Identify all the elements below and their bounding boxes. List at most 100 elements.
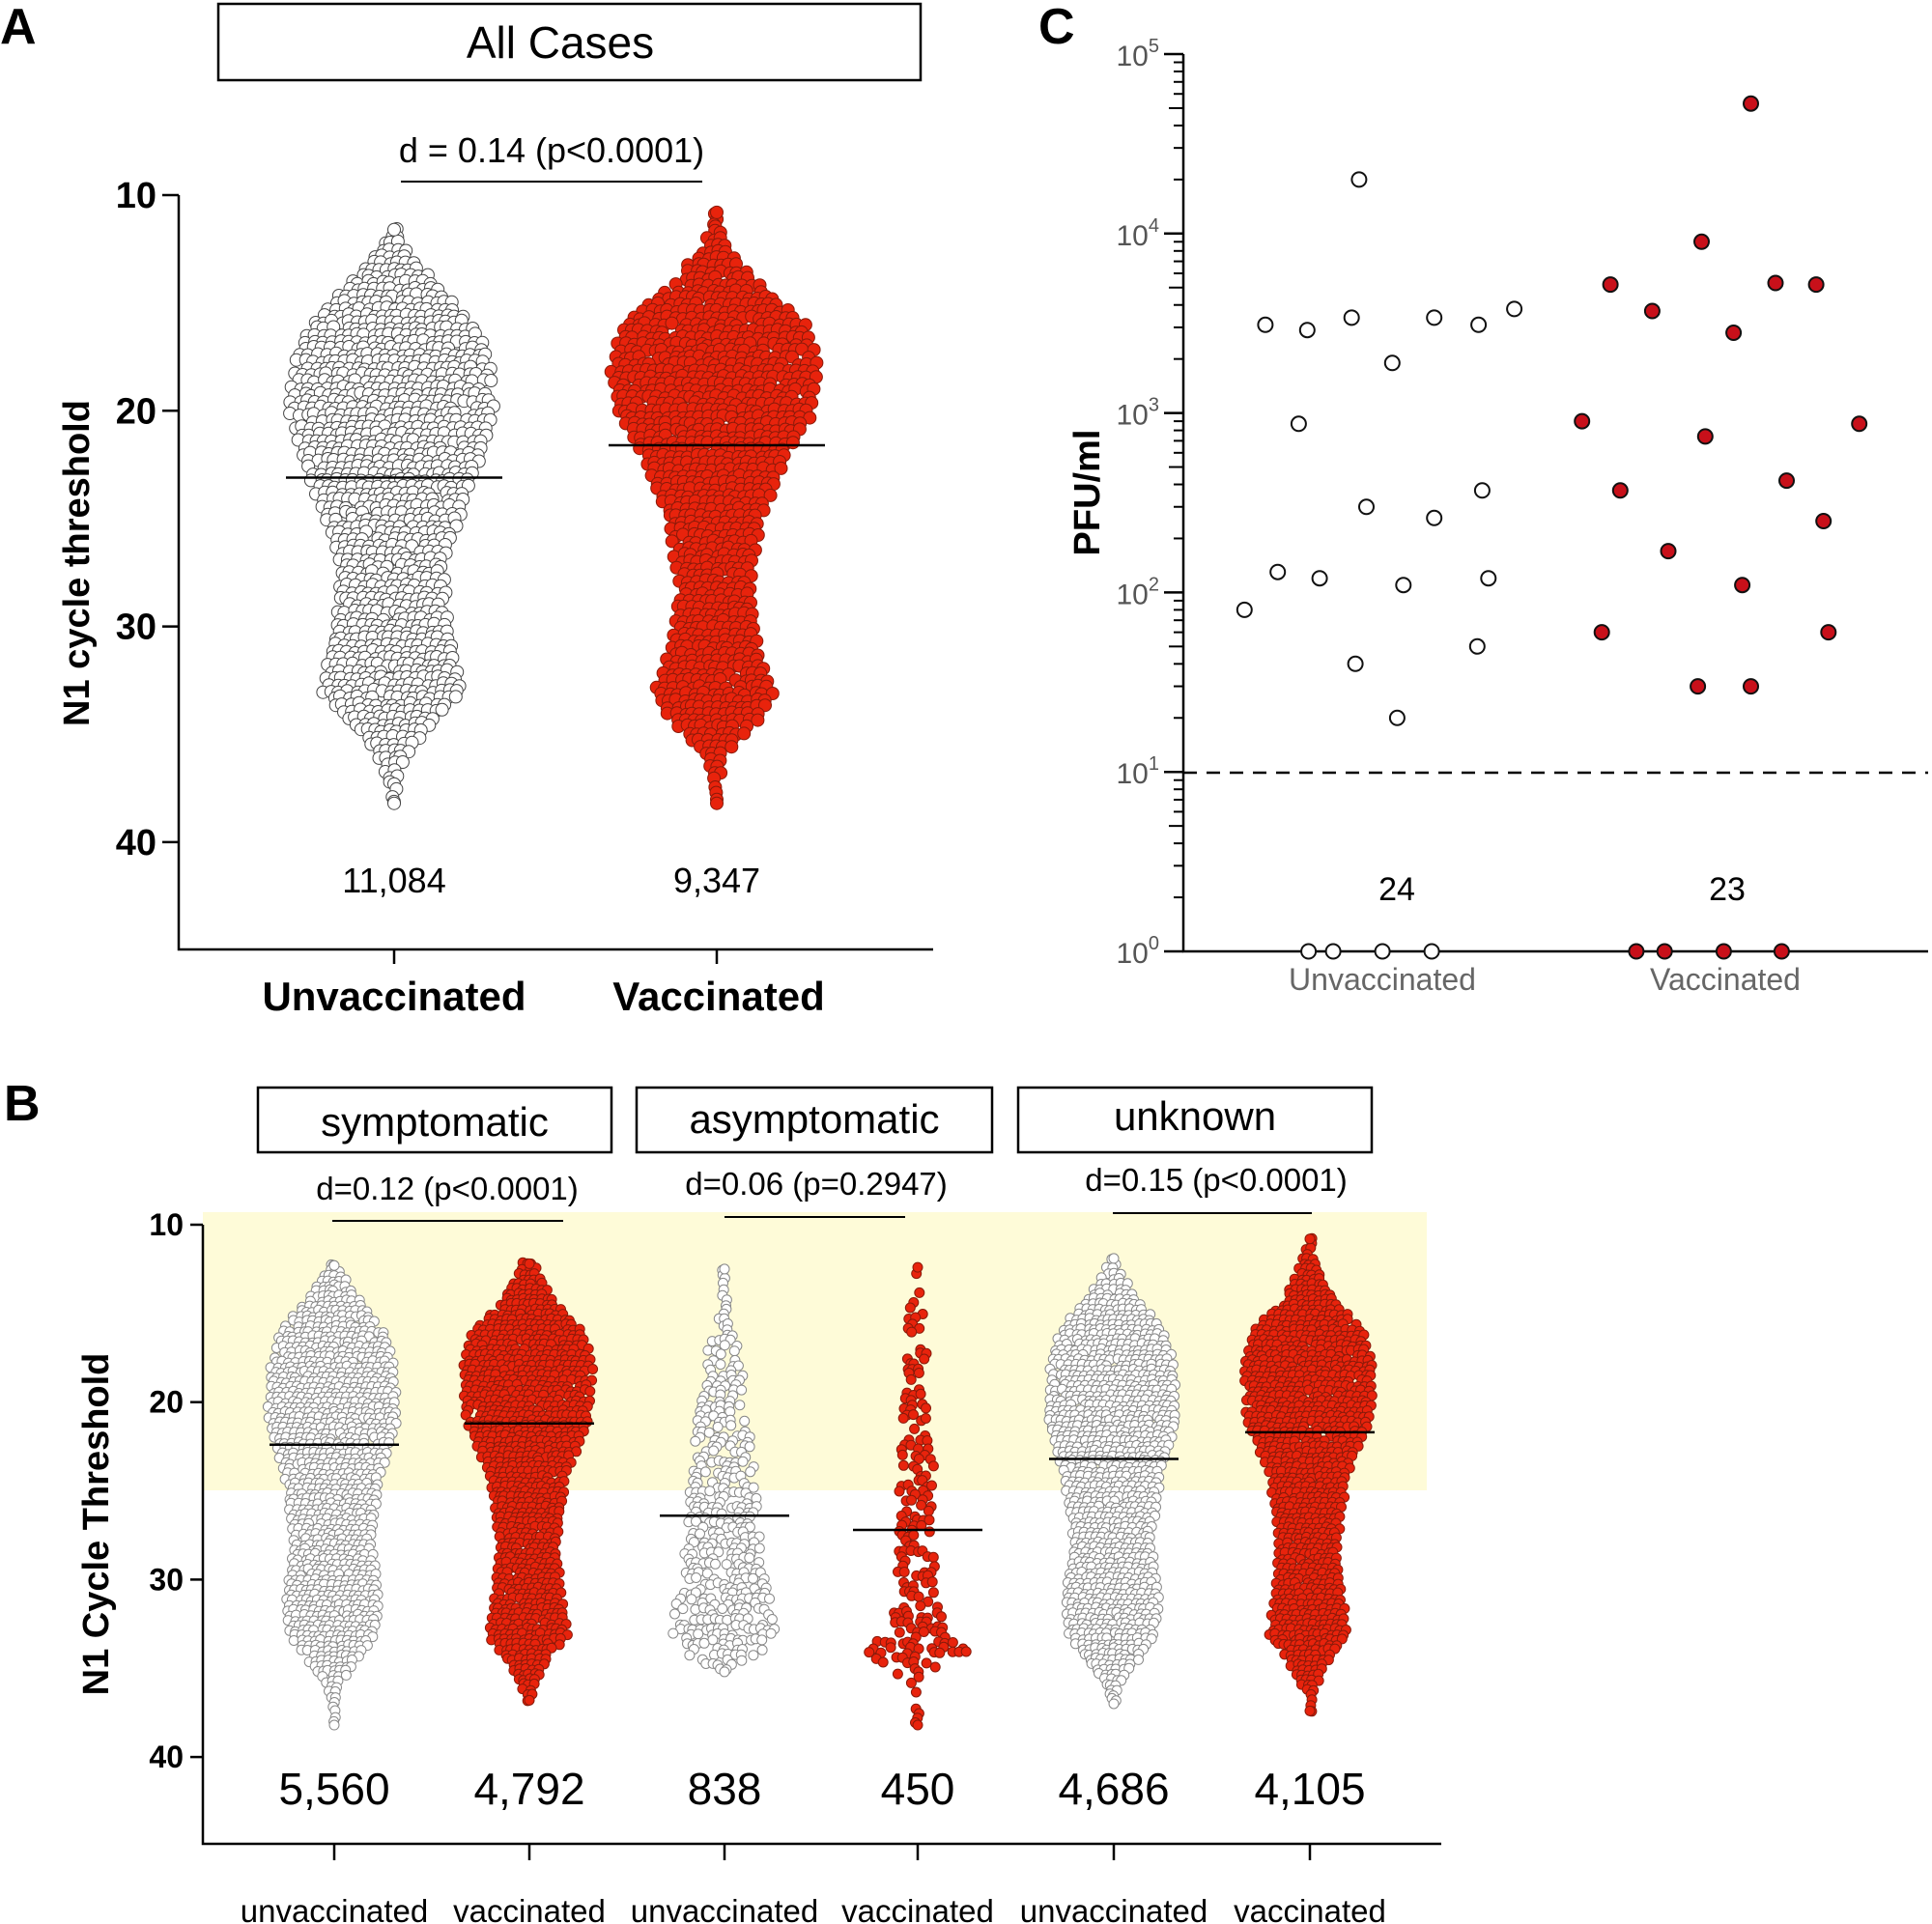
panel-a-axes bbox=[177, 195, 933, 951]
point-unvaccinated bbox=[1426, 509, 1443, 526]
point-vaccinated bbox=[1773, 943, 1790, 960]
point-unvaccinated bbox=[1468, 637, 1486, 655]
point-unvaccinated bbox=[1423, 943, 1440, 960]
panel-a-title-box bbox=[216, 2, 923, 82]
swarm-point bbox=[695, 1528, 705, 1540]
point-unvaccinated bbox=[1383, 354, 1401, 372]
panel-b-chart: symptomatic asymptomatic unknown d=0.12 … bbox=[76, 1086, 1441, 1924]
panel-c-y-axis-title: PFU/ml bbox=[1067, 430, 1108, 556]
swarm-point bbox=[724, 740, 739, 754]
point-vaccinated bbox=[1715, 943, 1732, 960]
point-vaccinated bbox=[1611, 482, 1629, 499]
panel-a-category-unvaccinated: Unvaccinated bbox=[262, 974, 526, 1019]
point-vaccinated bbox=[1656, 943, 1673, 960]
swarm-point bbox=[737, 726, 752, 741]
point-vaccinated bbox=[1628, 943, 1645, 960]
point-vaccinated bbox=[1693, 233, 1710, 250]
swarm-point bbox=[710, 796, 724, 810]
swarm-point bbox=[387, 222, 401, 237]
swarm-point bbox=[448, 690, 463, 704]
y-tick-label: 10 bbox=[116, 176, 156, 216]
panel-a-title: All Cases bbox=[467, 17, 654, 68]
swarm-point bbox=[712, 1421, 724, 1432]
swarm-unvaccinated-symptomatic bbox=[262, 1259, 402, 1731]
point-unvaccinated bbox=[1480, 570, 1497, 587]
swarm-unvaccinated bbox=[283, 222, 500, 810]
panel-letter-a: A bbox=[0, 0, 37, 55]
y-tick-label: 103 bbox=[1117, 395, 1160, 432]
swarm-point bbox=[739, 1415, 751, 1427]
swarm-point bbox=[340, 1669, 352, 1681]
swarm-point bbox=[690, 1435, 701, 1447]
swarm-point bbox=[435, 702, 449, 717]
swarm-point bbox=[710, 1558, 721, 1570]
point-unvaccinated bbox=[1470, 316, 1488, 333]
point-vaccinated bbox=[1851, 415, 1868, 433]
swarm-point bbox=[708, 1445, 720, 1457]
swarm-point bbox=[524, 1258, 535, 1269]
swarm-point bbox=[751, 713, 765, 727]
swarm-point bbox=[745, 1466, 756, 1478]
point-unvaccinated bbox=[1506, 300, 1523, 318]
point-unvaccinated bbox=[1347, 655, 1364, 672]
panel-a-swarms bbox=[283, 205, 825, 810]
swarm-point bbox=[734, 1400, 746, 1411]
group-title-unknown: unknown bbox=[1114, 1093, 1276, 1139]
point-vaccinated bbox=[1807, 276, 1825, 294]
point-vaccinated bbox=[1743, 95, 1759, 112]
panel-a-count-vaccinated: 9,347 bbox=[673, 861, 760, 900]
panel-c-count-unvaccinated: 24 bbox=[1378, 871, 1415, 908]
y-tick-label: 40 bbox=[116, 823, 156, 863]
panel-a-count-unvaccinated: 11,084 bbox=[342, 861, 445, 900]
stat-symptomatic: d=0.12 (p<0.0001) bbox=[316, 1171, 579, 1206]
swarm-point bbox=[728, 1345, 740, 1357]
y-tick-label: 30 bbox=[116, 608, 156, 648]
swarm-point bbox=[737, 1456, 749, 1467]
swarm-point bbox=[699, 1466, 711, 1478]
swarm-point bbox=[719, 1340, 730, 1351]
panel-c-category-unvaccinated: Unvaccinated bbox=[1289, 962, 1476, 997]
panel-c-points bbox=[1236, 95, 1868, 960]
point-vaccinated bbox=[1574, 412, 1591, 430]
point-unvaccinated bbox=[1324, 943, 1342, 960]
swarm-point bbox=[328, 1719, 340, 1731]
panel-c-category-vaccinated: Vaccinated bbox=[1650, 962, 1801, 997]
point-unvaccinated bbox=[1257, 316, 1274, 333]
point-unvaccinated bbox=[1358, 498, 1375, 516]
swarm-point bbox=[716, 1508, 727, 1519]
point-unvaccinated bbox=[1298, 322, 1316, 339]
point-vaccinated bbox=[1725, 325, 1743, 341]
point-vaccinated bbox=[1815, 513, 1833, 529]
swarm-point bbox=[524, 1694, 535, 1706]
point-vaccinated bbox=[1690, 678, 1707, 695]
swarm-point bbox=[484, 374, 498, 387]
point-vaccinated bbox=[1734, 577, 1751, 594]
y-tick-label: 104 bbox=[1117, 215, 1160, 252]
group-title-symptomatic: symptomatic bbox=[321, 1099, 549, 1145]
point-vaccinated bbox=[1643, 302, 1661, 320]
panel-letter-b: B bbox=[4, 1076, 41, 1132]
swarm-point bbox=[691, 1572, 702, 1583]
y-tick-label: 102 bbox=[1117, 574, 1160, 610]
panel-c-axes bbox=[1181, 54, 1928, 953]
swarm-vaccinated bbox=[604, 205, 824, 810]
swarm-point bbox=[328, 1259, 340, 1271]
point-unvaccinated bbox=[1374, 943, 1391, 960]
y-tick-label: 101 bbox=[1117, 753, 1160, 790]
swarm-point bbox=[725, 1420, 737, 1431]
swarm-point bbox=[744, 1552, 755, 1564]
panel-a-y-axis-title: N1 cycle threshold bbox=[57, 400, 98, 726]
point-vaccinated bbox=[1767, 274, 1784, 292]
point-unvaccinated bbox=[1426, 309, 1443, 326]
panel-letter-c: C bbox=[1038, 0, 1075, 55]
point-vaccinated bbox=[1743, 678, 1759, 695]
swarm-point bbox=[715, 1359, 726, 1371]
point-unvaccinated bbox=[1473, 482, 1491, 499]
swarm-point bbox=[736, 1384, 748, 1396]
swarm-point bbox=[753, 1542, 765, 1554]
swarm-point bbox=[785, 436, 800, 450]
swarm-point bbox=[744, 1441, 755, 1453]
